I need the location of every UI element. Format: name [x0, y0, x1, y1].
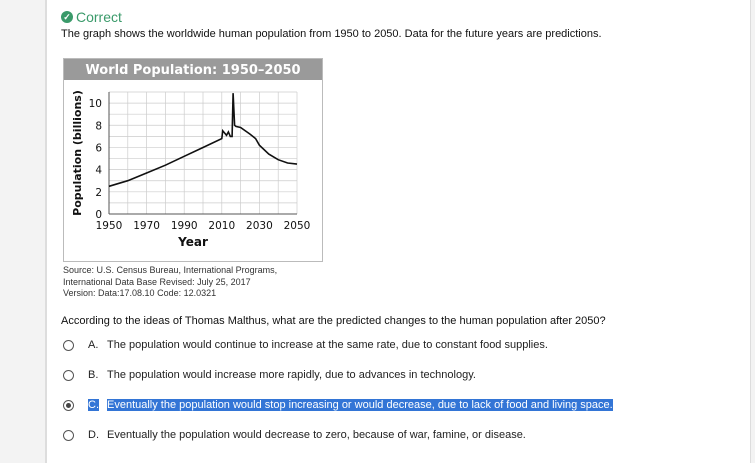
- option-text: Eventually the population would decrease…: [107, 429, 526, 441]
- option-text: The population would continue to increas…: [107, 339, 548, 351]
- y-tick-label: 0: [95, 209, 102, 221]
- chart-source: Source: U.S. Census Bureau, Internationa…: [63, 265, 277, 300]
- y-axis-label: Population (billions): [71, 90, 84, 216]
- option-letter: D.: [88, 429, 99, 441]
- y-tick-label: 8: [95, 120, 102, 132]
- x-tick-label: 2010: [208, 220, 235, 232]
- option-letter: C.: [88, 399, 99, 411]
- population-line: [108, 93, 298, 188]
- option-text: The population would increase more rapid…: [107, 369, 476, 381]
- chart-title-bar: [64, 59, 322, 80]
- radio-button[interactable]: [63, 369, 74, 381]
- option-text: Eventually the population would stop inc…: [107, 399, 613, 411]
- x-tick-label: 2030: [246, 220, 273, 232]
- status-correct: ✓ Correct: [61, 9, 122, 25]
- check-circle-icon: ✓: [61, 11, 73, 23]
- x-tick-label: 1950: [96, 220, 123, 232]
- chart-svg: World Population: 1950–2050 1950 1970 1990 2…: [64, 59, 322, 249]
- option-b[interactable]: B. The population would increase more ra…: [61, 369, 476, 381]
- source-line: Version: Data:17.08.10 Code: 12.0321: [63, 288, 217, 298]
- option-letter: B.: [88, 369, 99, 381]
- option-c[interactable]: C. Eventually the population would stop …: [61, 399, 613, 411]
- question-text: According to the ideas of Thomas Malthus…: [61, 315, 606, 327]
- radio-button-selected[interactable]: [63, 399, 74, 411]
- x-tick-label: 1990: [171, 220, 198, 232]
- option-letter: A.: [88, 339, 99, 351]
- source-line: International Data Base Revised: July 25…: [63, 276, 251, 287]
- y-tick-label: 6: [95, 142, 102, 154]
- chart-title: World Population: 1950–2050: [85, 63, 300, 78]
- population-chart: World Population: 1950–2050 1950 1970 1990 2…: [63, 58, 323, 262]
- radio-button[interactable]: [63, 429, 74, 441]
- y-tick-label: 10: [89, 98, 102, 110]
- option-d[interactable]: D. Eventually the population would decre…: [61, 429, 526, 441]
- source-line: Source: U.S. Census Bureau, Internationa…: [63, 265, 278, 275]
- y-tick-label: 4: [95, 165, 102, 177]
- x-tick-label: 1970: [133, 220, 160, 232]
- x-axis-label: Year: [177, 235, 208, 249]
- x-tick-label: 2050: [284, 220, 311, 232]
- status-label: Correct: [76, 9, 122, 25]
- option-a[interactable]: A. The population would continue to incr…: [61, 339, 548, 351]
- radio-button[interactable]: [63, 339, 74, 351]
- y-tick-label: 2: [95, 187, 102, 199]
- question-panel: ✓ Correct The graph shows the worldwide …: [45, 0, 751, 463]
- intro-text: The graph shows the worldwide human popu…: [61, 28, 602, 40]
